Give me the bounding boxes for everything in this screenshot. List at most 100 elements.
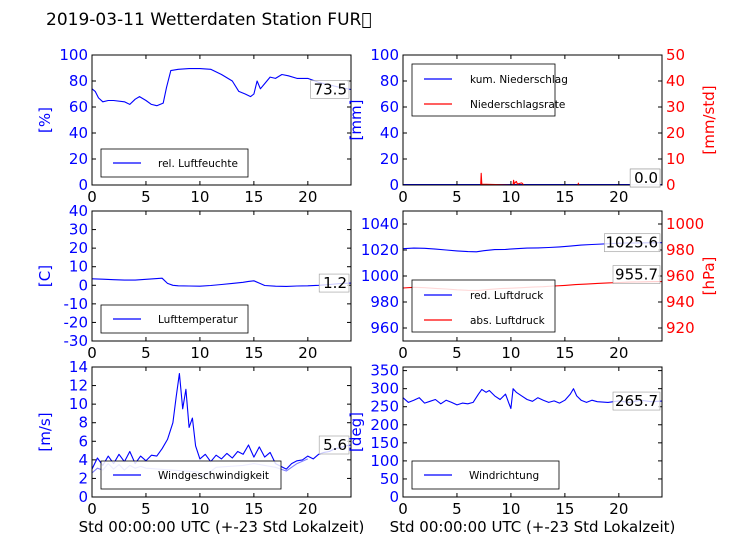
x-tick-label: 10 bbox=[190, 500, 209, 518]
y-tick-label: 60 bbox=[380, 98, 399, 116]
y-right-tick-label: 0 bbox=[666, 176, 676, 194]
y-tick-label: 100 bbox=[370, 452, 399, 470]
last-value-label-2-box bbox=[629, 168, 661, 188]
y-tick-label: 0 bbox=[389, 176, 399, 194]
y-tick-label: 20 bbox=[380, 150, 399, 168]
y-axis-label: [C] bbox=[36, 265, 54, 287]
series-line-direction-0 bbox=[402, 388, 663, 410]
x-tick-label: 10 bbox=[501, 188, 520, 206]
last-value-label: 1025.6 bbox=[606, 234, 659, 252]
last-value-label-box bbox=[612, 391, 661, 411]
x-axis-label: Std 00:00:00 UTC (+-23 Std Lokalzeit) bbox=[390, 518, 676, 536]
x-tick-label: 15 bbox=[244, 188, 263, 206]
y-tick-label: 1040 bbox=[361, 215, 399, 233]
last-value-label-box bbox=[318, 435, 350, 455]
series-line-humidity-0 bbox=[91, 68, 352, 107]
last-value-label-2: 0.0 bbox=[634, 169, 658, 187]
y-right-tick-label: 920 bbox=[666, 319, 695, 337]
legend-label: abs. Luftdruck bbox=[470, 315, 546, 327]
x-tick-label: 15 bbox=[555, 188, 574, 206]
y-tick-label: -30 bbox=[64, 332, 89, 350]
x-tick-label: 20 bbox=[298, 500, 317, 518]
x-tick-label: 0 bbox=[87, 188, 97, 206]
y-tick-label: 350 bbox=[370, 362, 399, 380]
last-value-label-box bbox=[310, 80, 350, 99]
y-right-tick-label: 980 bbox=[666, 241, 695, 259]
page-title: 2019-03-11 Wetterdaten Station FUR  bbox=[46, 10, 372, 30]
y-tick-label: 40 bbox=[69, 202, 88, 220]
x-tick-label: 5 bbox=[141, 188, 151, 206]
y-axis-label-right: [mm/std] bbox=[700, 85, 718, 154]
y-tick-label: 8 bbox=[78, 414, 88, 432]
x-tick-label: 0 bbox=[398, 500, 408, 518]
y-tick-label: 12 bbox=[69, 377, 88, 395]
x-tick-label: 15 bbox=[555, 344, 574, 362]
y-tick-label: 200 bbox=[370, 416, 399, 434]
x-tick-label: 5 bbox=[141, 500, 151, 518]
series-line-precip-1 bbox=[403, 172, 662, 186]
panel-precip: 0 5 10 15 20 0 20 40 60 80 100 0 10 20 30 40 50 [mm] [mm/s… bbox=[347, 46, 718, 206]
x-tick-label: 15 bbox=[244, 500, 263, 518]
y-tick-label: 250 bbox=[370, 398, 399, 416]
plot-frame bbox=[402, 54, 663, 186]
plot-frame bbox=[91, 210, 352, 342]
y-tick-label: 80 bbox=[380, 72, 399, 90]
legend-label: Windrichtung bbox=[469, 470, 539, 482]
y-right-tick-label: 40 bbox=[666, 72, 685, 90]
y-tick-label: 150 bbox=[370, 434, 399, 452]
panel-temperature: 0 5 10 15 20-30-20-10010203040[C]Lufttempera… bbox=[36, 202, 352, 362]
x-axis-label: Std 00:00:00 UTC (+-23 Std Lokalzeit) bbox=[79, 518, 365, 536]
last-value-label: 73.5 bbox=[314, 80, 347, 98]
last-value-label-2: 955.7 bbox=[615, 266, 658, 284]
y-tick-label: 100 bbox=[370, 46, 399, 64]
y-tick-label: 6 bbox=[78, 432, 88, 450]
plot-frame bbox=[91, 54, 352, 186]
panel-humidity: 0 5 10 15 20 0 20 40 60 80 100 [%] rel. Luftfeuchte 7… bbox=[36, 46, 352, 206]
legend-label: Windgeschwindigkeit bbox=[158, 470, 269, 482]
last-value-label-2-box bbox=[612, 265, 661, 284]
x-tick-label: 15 bbox=[555, 500, 574, 518]
x-tick-label: 20 bbox=[609, 188, 628, 206]
series-line-temperature-0 bbox=[91, 277, 352, 287]
x-tick-label: 5 bbox=[452, 500, 462, 518]
y-tick-label: -20 bbox=[64, 313, 89, 331]
x-tick-label: 0 bbox=[87, 500, 97, 518]
y-tick-label: 100 bbox=[59, 46, 88, 64]
y-tick-label: 60 bbox=[69, 98, 88, 116]
y-axis-label: [deg] bbox=[347, 412, 365, 452]
y-tick-label: 1000 bbox=[361, 267, 399, 285]
y-axis-label: [mm] bbox=[347, 100, 365, 141]
x-tick-label: 10 bbox=[190, 188, 209, 206]
y-tick-label: 0 bbox=[78, 176, 88, 194]
y-right-tick-label: 1000 bbox=[666, 215, 704, 233]
x-tick-label: 5 bbox=[452, 344, 462, 362]
legend-box bbox=[411, 63, 556, 117]
y-tick-label: -10 bbox=[64, 295, 89, 313]
legend-label: kum. Niederschlag bbox=[470, 74, 568, 86]
x-tick-label: 20 bbox=[298, 188, 317, 206]
y-tick-label: 40 bbox=[69, 124, 88, 142]
y-tick-label: 0 bbox=[389, 488, 399, 506]
y-tick-label: 10 bbox=[69, 395, 88, 413]
plot-frame bbox=[91, 366, 352, 498]
y-axis-label-right: [hPa] bbox=[700, 257, 718, 296]
y-tick-label: 2 bbox=[78, 469, 88, 487]
panel-pressure: 0 5 10 15 20 960 980 1000 1020 1040 920 940 960 980 10… bbox=[361, 210, 718, 362]
y-tick-label: 4 bbox=[78, 451, 88, 469]
y-right-tick-label: 10 bbox=[666, 150, 685, 168]
y-tick-label: 80 bbox=[69, 72, 88, 90]
x-tick-label: 10 bbox=[190, 344, 209, 362]
last-value-label: 265.7 bbox=[615, 392, 658, 410]
y-tick-label: 980 bbox=[370, 293, 399, 311]
x-tick-label: 20 bbox=[298, 344, 317, 362]
x-tick-label: 20 bbox=[609, 344, 628, 362]
y-tick-label: 50 bbox=[380, 470, 399, 488]
last-value-label: 5.6 bbox=[323, 436, 347, 454]
y-tick-label: 40 bbox=[380, 124, 399, 142]
y-tick-label: 960 bbox=[370, 319, 399, 337]
y-tick-label: 14 bbox=[69, 358, 88, 376]
legend-label: Lufttemperatur bbox=[158, 314, 238, 326]
y-right-tick-label: 20 bbox=[666, 124, 685, 142]
